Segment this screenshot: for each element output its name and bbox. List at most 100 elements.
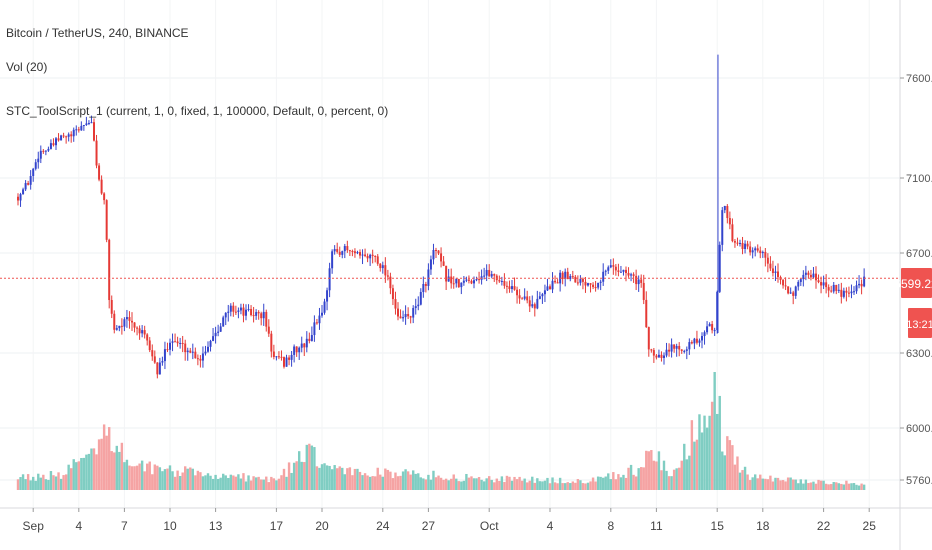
candle-body <box>328 268 331 291</box>
volume-bar <box>92 448 96 490</box>
volume-bar <box>480 479 483 490</box>
candle-body <box>508 286 511 290</box>
candle-body <box>252 315 255 317</box>
candle-body <box>257 312 260 314</box>
candle-body <box>47 148 50 151</box>
candle <box>457 278 460 288</box>
volume-bar <box>49 471 53 490</box>
candle <box>576 275 579 286</box>
candle-body <box>323 301 326 313</box>
candle-body <box>625 269 627 273</box>
candle <box>774 265 777 281</box>
candle <box>108 238 111 309</box>
candle-body <box>39 150 42 159</box>
candle-body <box>835 284 838 291</box>
x-tick-label: 4 <box>75 519 82 533</box>
candle-body <box>115 328 118 330</box>
candle <box>625 266 627 282</box>
candle-body <box>371 254 374 257</box>
candle <box>315 318 318 325</box>
volume-bar <box>526 482 529 490</box>
x-tick-label: 18 <box>756 519 770 533</box>
candle-body <box>832 284 835 292</box>
volume-bar <box>612 472 615 490</box>
candle-body <box>407 314 410 317</box>
candle <box>435 247 437 259</box>
candle-body <box>812 273 815 278</box>
candle <box>503 273 506 289</box>
volume-bar <box>151 474 154 490</box>
volume-bar <box>452 474 455 490</box>
candle-body <box>67 134 70 137</box>
candle <box>366 253 369 263</box>
candle <box>29 170 32 190</box>
candle-body <box>485 269 488 276</box>
candle <box>541 292 544 304</box>
candle-body <box>290 354 293 360</box>
candle <box>850 284 853 299</box>
candle <box>830 285 833 293</box>
volume-bar <box>351 475 354 490</box>
volume-bar <box>705 427 709 490</box>
candle <box>326 287 329 311</box>
candle-body <box>384 265 387 276</box>
candle-body <box>194 351 197 359</box>
volume-bar <box>842 484 846 490</box>
candle <box>148 337 151 353</box>
candle <box>285 354 288 367</box>
candle-body <box>120 325 123 327</box>
candle <box>250 305 253 317</box>
volume-bar <box>827 484 830 490</box>
candle-body <box>688 342 691 350</box>
volume-bar <box>822 480 825 490</box>
candle <box>531 295 534 309</box>
candle-body <box>77 129 80 131</box>
volume-bar <box>840 483 843 490</box>
candle-body <box>726 206 729 219</box>
candle <box>549 284 551 290</box>
volume-bar <box>804 479 808 490</box>
candle <box>260 311 263 326</box>
candle <box>627 267 630 278</box>
candle <box>860 279 863 295</box>
candle <box>855 280 858 294</box>
candle <box>708 322 711 327</box>
indicator-legend[interactable]: STC_ToolScript_1 (current, 1, 0, fixed, … <box>6 104 389 118</box>
candle-body <box>581 278 584 282</box>
candle-body <box>146 334 149 341</box>
volume-bar <box>799 479 802 490</box>
candle-body <box>123 319 126 327</box>
candle <box>280 350 283 361</box>
candle <box>376 254 379 266</box>
candle-body <box>19 194 22 201</box>
candle <box>313 315 316 342</box>
candle-body <box>518 295 521 299</box>
candle <box>323 298 326 315</box>
candle-body <box>234 311 237 313</box>
volume-legend[interactable]: Vol (20) <box>6 60 48 74</box>
volume-bar <box>178 476 182 490</box>
candle-body <box>792 292 795 296</box>
volume-bar <box>465 473 468 490</box>
candle-body <box>65 136 68 138</box>
volume-bar <box>505 475 509 490</box>
volume-bars <box>16 372 866 490</box>
volume-bar <box>809 482 813 490</box>
symbol-legend[interactable]: Bitcoin / TetherUS, 240, BINANCE <box>6 26 189 40</box>
candle-body <box>356 252 359 254</box>
candle <box>809 269 812 281</box>
candle-body <box>693 338 696 344</box>
volume-bar <box>781 480 785 490</box>
volume-bar <box>214 474 217 490</box>
candle-body <box>675 345 678 349</box>
volume-bar <box>812 481 815 490</box>
candle <box>731 218 734 243</box>
candle <box>840 282 843 304</box>
volume-bar <box>59 478 63 490</box>
candle-body <box>22 189 25 195</box>
candle <box>726 204 729 224</box>
candle <box>171 333 174 352</box>
candle <box>594 280 597 292</box>
candle-body <box>17 196 19 201</box>
